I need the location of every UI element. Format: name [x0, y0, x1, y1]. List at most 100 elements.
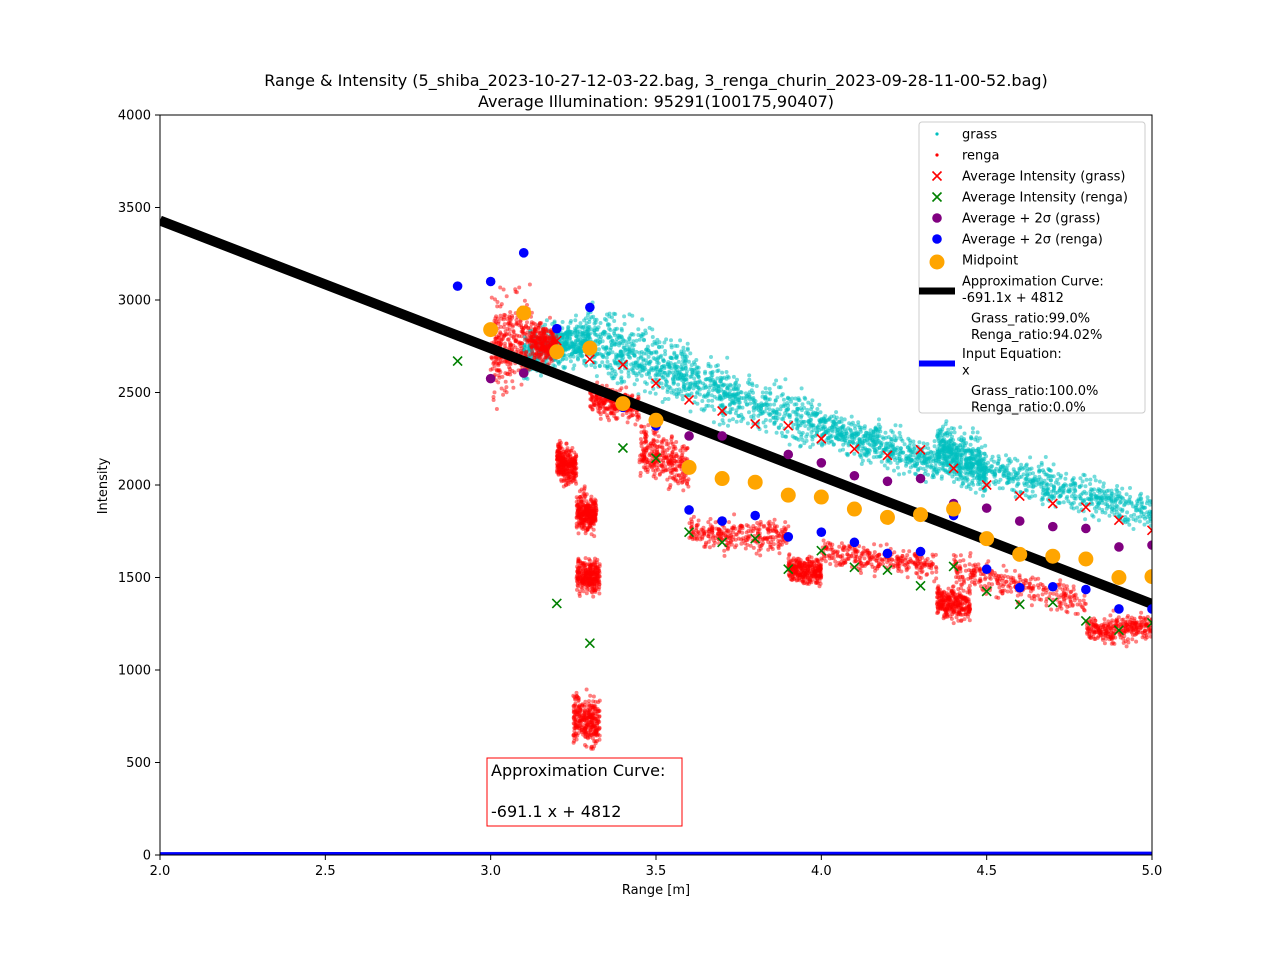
- scatter-point: [947, 449, 952, 454]
- scatter-point: [591, 314, 596, 319]
- scatter-point: [960, 481, 965, 486]
- scatter-point: [573, 318, 578, 323]
- scatter-point: [665, 362, 670, 367]
- scatter-point: [1129, 514, 1134, 518]
- scatter-point: [632, 382, 637, 387]
- scatter-point: [569, 351, 574, 356]
- scatter-point: [692, 376, 697, 381]
- scatter-point: [637, 337, 642, 342]
- scatter-point: [576, 570, 581, 575]
- scatter-point: [1051, 484, 1056, 489]
- scatter-point: [660, 385, 665, 390]
- scatter-point: [1026, 484, 1031, 489]
- scatter-point: [511, 385, 516, 390]
- scatter-point: [674, 394, 679, 399]
- scatter-point: [1041, 487, 1046, 492]
- scatter-point: [556, 444, 560, 449]
- scatter-point: [643, 331, 648, 336]
- scatter-point: [576, 354, 580, 358]
- scatter-point: [669, 338, 673, 343]
- scatter-point: [712, 381, 717, 386]
- scatter-point: [785, 429, 790, 434]
- scatter-point: [808, 445, 813, 450]
- scatter-point: [802, 405, 807, 410]
- scatter-point: [826, 436, 831, 441]
- scatter-point: [655, 337, 660, 342]
- scatter-point: [610, 339, 615, 343]
- scatter-point: [941, 463, 946, 468]
- scatter-point: [1024, 463, 1029, 468]
- scatter-point: [834, 410, 839, 415]
- scatter-point: [982, 471, 986, 476]
- scatter-point: [799, 406, 803, 411]
- scatter-point: [558, 333, 563, 338]
- scatter-point: [598, 321, 603, 325]
- scatter-point: [1025, 473, 1030, 478]
- scatter-point: [1072, 486, 1077, 491]
- scatter-point: [1092, 506, 1097, 511]
- scatter-point: [642, 338, 646, 343]
- scatter-point: [546, 339, 551, 344]
- scatter-point: [541, 351, 546, 356]
- scatter-point: [694, 380, 698, 385]
- scatter-point: [968, 442, 973, 447]
- scatter-point: [859, 462, 864, 466]
- scatter-point: [1070, 477, 1075, 482]
- scatter-point: [983, 443, 988, 448]
- scatter-point: [709, 355, 713, 359]
- scatter-point: [1050, 493, 1055, 498]
- scatter-point: [528, 325, 533, 330]
- scatter-point: [624, 343, 629, 348]
- scatter-point: [1011, 488, 1016, 493]
- scatter-point: [853, 426, 858, 431]
- scatter-point: [617, 343, 621, 348]
- scatter-point: [799, 415, 803, 420]
- scatter-point: [773, 398, 778, 403]
- scatter-point: [702, 406, 707, 411]
- scatter-point: [1043, 492, 1048, 497]
- scatter-point: [500, 374, 505, 379]
- scatter-point: [593, 320, 598, 325]
- scatter-point: [560, 447, 565, 452]
- scatter-point: [885, 466, 890, 471]
- scatter-point: [964, 485, 969, 490]
- scatter-point: [1007, 456, 1012, 461]
- scatter-point: [673, 343, 678, 348]
- scatter-point: [932, 468, 937, 472]
- scatter-point: [767, 397, 772, 402]
- scatter-point: [970, 430, 975, 435]
- scatter-point: [828, 439, 833, 444]
- scatter-point: [579, 725, 584, 730]
- scatter-point: [764, 390, 769, 395]
- scatter-point: [977, 462, 981, 467]
- scatter-point: [1149, 500, 1152, 504]
- scatter-point: [1096, 501, 1101, 506]
- scatter-point: [868, 436, 873, 441]
- scatter-point: [925, 451, 930, 456]
- scatter-point: [606, 332, 611, 337]
- scatter-point: [1109, 488, 1114, 493]
- scatter-point: [1014, 483, 1019, 488]
- scatter-point: [663, 352, 668, 357]
- scatter-point: [488, 367, 493, 372]
- scatter-point: [763, 424, 768, 429]
- scatter-point: [1001, 473, 1006, 478]
- scatter-point: [1101, 493, 1106, 498]
- scatter-point: [572, 347, 577, 352]
- scatter-point: [981, 493, 985, 498]
- scatter-point: [727, 418, 732, 423]
- scatter-point: [970, 426, 975, 431]
- scatter-point: [841, 447, 845, 452]
- scatter-point: [1149, 510, 1152, 515]
- scatter-point: [496, 319, 501, 324]
- scatter-point: [589, 571, 594, 576]
- scatter-point: [767, 386, 772, 391]
- scatter-point: [562, 343, 567, 347]
- scatter-point: [787, 442, 792, 447]
- scatter-point: [496, 333, 501, 338]
- scatter-point: [1097, 506, 1101, 511]
- scatter-point: [750, 381, 755, 386]
- scatter-point: [613, 372, 618, 377]
- scatter-point: [492, 390, 497, 395]
- scatter-point: [626, 352, 631, 357]
